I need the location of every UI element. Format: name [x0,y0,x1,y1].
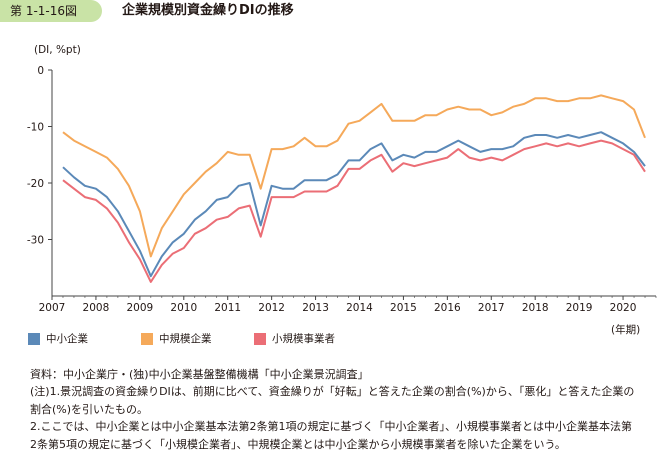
x-tick-label: 2014 [346,302,373,314]
legend-label-sme: 中小企業 [46,333,88,345]
x-tick-label: 2019 [566,302,593,314]
y-tick-label: -30 [27,235,44,247]
source-note: 資料：中小企業庁・(独)中小企業基盤整備機構「中小企業景況調査」 [30,368,369,381]
series-line-sme [62,131,646,278]
series-line-small [62,139,646,283]
chart-series [62,94,646,283]
legend-swatch-medium [141,333,153,345]
x-tick-label: 2007 [39,302,66,314]
x-tick-label: 2015 [390,302,417,314]
x-tick-label: 2017 [478,302,505,314]
note-1-line-2: 割合(%)を引いたもの。 [30,402,149,416]
x-tick-label: 2011 [214,302,241,314]
y-tick-label: -20 [27,178,44,190]
chart-axes: 0 -10 -20 -30 2007 2008 2009 2010 2011 2012 2013 20… [27,65,657,314]
x-axis-unit-label: (年期) [611,324,641,336]
x-tick-label: 2020 [610,302,637,314]
y-axis-unit-label: (DI, %pt) [34,44,81,56]
x-tick-label: 2010 [170,302,197,314]
x-tick-label: 2013 [302,302,329,314]
series-line-medium [62,94,646,258]
x-tick-label: 2018 [522,302,549,314]
x-tick-label: 2012 [258,302,285,314]
y-tick-label: -10 [27,122,44,134]
figure-number-badge: 第 1-1-16図 [0,0,102,22]
legend-label-medium: 中規模企業 [159,333,212,345]
legend-swatch-sme [28,333,40,345]
x-tick-label: 2008 [83,302,110,314]
chart-notes: 資料：中小企業庁・(独)中小企業基盤整備機構「中小企業景況調査」 (注)1.景況… [30,366,660,453]
note-2-line-2: 2条第5項の規定に基づく「小規模企業者」、中規模企業とは中小企業から小規模事業者… [30,437,566,451]
figure-title: 企業規模別資金繰りDIの推移 [122,3,294,18]
note-2-line-1: 2.ここでは、中小企業とは中小企業基本法第2条第1項の規定に基づく「中小企業者」… [30,420,632,434]
chart-legend: 中小企業 中規模企業 小規模事業者 [0,329,664,349]
y-tick-label: 0 [37,65,44,77]
x-tick-label: 2009 [126,302,153,314]
x-tick-label: 2016 [434,302,461,314]
legend-swatch-small [254,333,266,345]
note-1-line-1: (注)1.景況調査の資金繰りDIは、前期に比べて、資金繰りが「好転」と答えた企業… [30,385,635,399]
figure-number: 第 1-1-16図 [10,4,78,18]
legend-label-small: 小規模事業者 [272,333,335,345]
